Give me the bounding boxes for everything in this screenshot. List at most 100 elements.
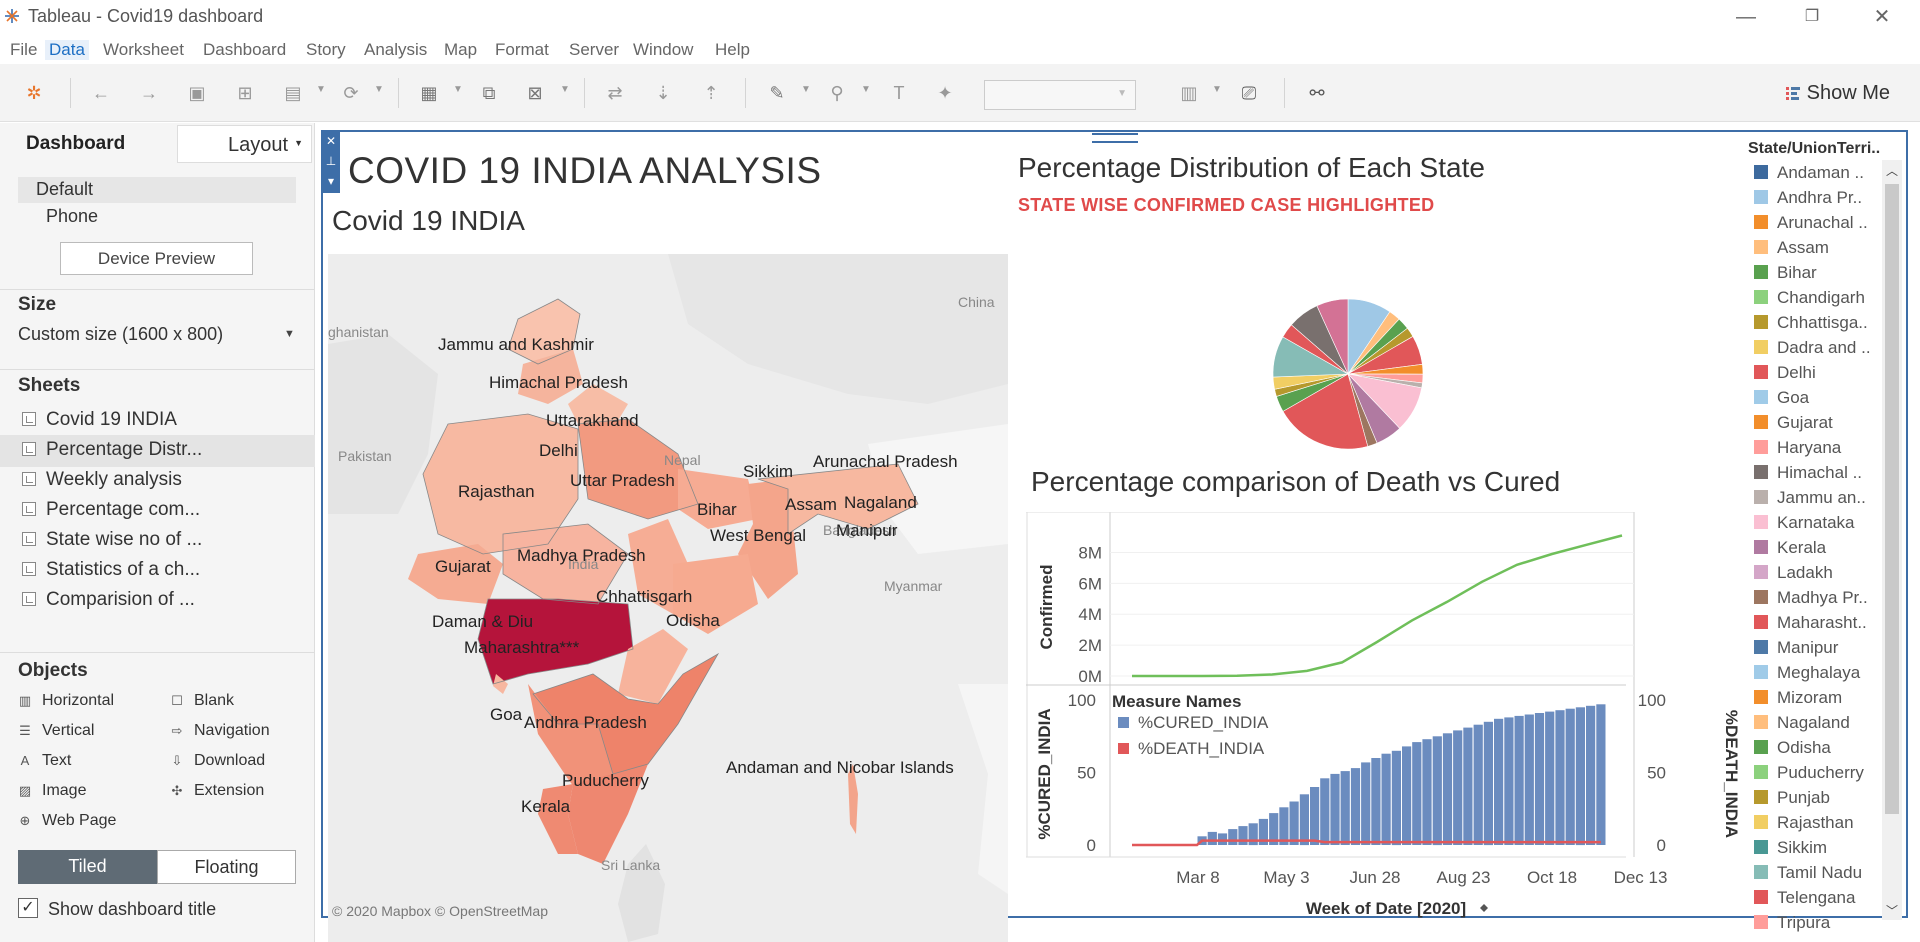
undo-icon[interactable]: ← (92, 83, 110, 103)
chevron-down-icon[interactable]: ▼ (374, 84, 384, 95)
device-preview-button[interactable]: Device Preview (60, 242, 253, 275)
chevron-down-icon[interactable]: ▼ (316, 84, 326, 95)
menu-story[interactable]: Story (306, 40, 346, 59)
legend-item[interactable]: Maharasht.. (1754, 613, 1867, 633)
menu-file[interactable]: File (10, 40, 38, 59)
sheet-item[interactable]: Percentage com... (22, 499, 200, 521)
object-extension[interactable]: ✣ Extension (171, 782, 265, 799)
new-datasource-icon[interactable]: ⊞ (237, 83, 253, 103)
menu-dashboard[interactable]: Dashboard (203, 40, 287, 59)
legend-item[interactable]: Puducherry (1754, 763, 1864, 783)
floating-button[interactable]: Floating (157, 850, 296, 884)
menu-worksheet[interactable]: Worksheet (103, 40, 184, 59)
menu-help[interactable]: Help (715, 40, 750, 59)
dashboard-grip[interactable] (1092, 133, 1138, 143)
chevron-down-icon[interactable]: ▼ (1212, 84, 1222, 95)
compare-chart[interactable]: 0M 2M 4M 6M 8M Confirmed 0 0 50 50 100 100 %CURED_IN… (1026, 512, 1738, 922)
india-map[interactable]: China Pakistan Nepal Bangladesh Myanmar … (328, 254, 1008, 942)
legend-item[interactable]: Haryana (1754, 438, 1841, 458)
legend-item[interactable]: Bihar (1754, 263, 1817, 283)
group-icon[interactable]: ⚲ (830, 83, 844, 103)
legend-item[interactable]: Odisha (1754, 738, 1831, 758)
legend-item[interactable]: Ladakh (1754, 563, 1833, 583)
legend-item[interactable]: Sikkim (1754, 838, 1827, 858)
tiled-button[interactable]: Tiled (18, 850, 157, 884)
chevron-down-icon[interactable]: ▼ (560, 84, 570, 95)
legend-item[interactable]: Madhya Pr.. (1754, 588, 1868, 608)
legend-item[interactable]: Kerala (1754, 538, 1826, 558)
object-navigation[interactable]: ⇨ Navigation (171, 722, 270, 739)
legend-item[interactable]: Arunachal .. (1754, 213, 1868, 233)
chevron-up-icon[interactable]: ︿ (1886, 164, 1899, 178)
legend-item[interactable]: Punjab (1754, 788, 1830, 808)
object-download[interactable]: ⇩ Download (171, 752, 266, 769)
sheet-item[interactable]: State wise no of ... (22, 529, 202, 551)
new-worksheet-icon[interactable]: ▦ (420, 83, 438, 103)
chevron-down-icon[interactable]: ﹀ (1886, 904, 1899, 918)
save-icon[interactable]: ▣ (188, 83, 206, 103)
chevron-down-icon[interactable]: ▼ (801, 84, 811, 95)
legend-item[interactable]: Andhra Pr.. (1754, 188, 1862, 208)
fit-select[interactable] (984, 80, 1136, 110)
device-phone[interactable]: Phone (46, 206, 99, 226)
sheet-item[interactable]: Comparision of ... (22, 589, 195, 611)
swap-icon[interactable]: ⇄ (607, 83, 623, 103)
sort-descending-icon[interactable]: ⇡ (703, 83, 719, 103)
chevron-down-icon[interactable]: ▼ (861, 84, 871, 95)
object-web-page[interactable]: ⊕ Web Page (19, 812, 117, 829)
legend-item[interactable]: Nagaland (1754, 713, 1850, 733)
tab-dashboard[interactable]: Dashboard (0, 123, 176, 163)
tableau-home-icon[interactable]: ✲ (26, 83, 42, 103)
minimize-icon[interactable]: — (1736, 6, 1756, 28)
sheet-item[interactable]: Percentage Distr... (22, 439, 202, 461)
object-text[interactable]: A Text (18, 752, 72, 770)
legend-item[interactable]: Himachal .. (1754, 463, 1862, 483)
legend-item[interactable]: Rajasthan (1754, 813, 1854, 833)
object-blank[interactable]: ☐ Blank (171, 692, 235, 709)
object-image[interactable]: ▨ Image (18, 782, 87, 799)
tab-layout[interactable]: Layout ▼ (177, 125, 312, 163)
legend-item[interactable]: Chhattisga.. (1754, 313, 1868, 333)
presentation-icon[interactable]: ⎚ (1241, 83, 1257, 103)
legend-item[interactable]: Andaman .. (1754, 163, 1864, 183)
legend-item[interactable]: Meghalaya (1754, 663, 1860, 683)
pin-icon[interactable]: ✦ (937, 83, 953, 103)
chevron-down-icon[interactable]: ▼ (284, 328, 295, 340)
labels-icon[interactable]: T (893, 83, 905, 103)
duplicate-icon[interactable]: ⧉ (482, 83, 496, 103)
menu-format[interactable]: Format (495, 40, 549, 59)
show-title-checkbox[interactable]: ✓ (18, 898, 38, 918)
sheet-item[interactable]: Covid 19 INDIA (22, 409, 177, 431)
legend-item[interactable]: Telengana (1754, 888, 1855, 908)
sheet-item[interactable]: Statistics of a ch... (22, 559, 200, 581)
legend-item[interactable]: Tamil Nadu (1754, 863, 1862, 883)
menu-map[interactable]: Map (444, 40, 478, 59)
sort-ascending-icon[interactable]: ⇣ (655, 83, 671, 103)
show-me-button[interactable]: Show Me (1785, 82, 1890, 105)
close-icon[interactable]: ✕ (1873, 6, 1891, 28)
restore-icon[interactable]: ❐ (1804, 8, 1820, 25)
menu-window[interactable]: Window (633, 40, 694, 59)
refresh-icon[interactable]: ⟳ (343, 83, 359, 103)
legend-item[interactable]: Goa (1754, 388, 1809, 408)
legend-item[interactable]: Delhi (1754, 363, 1816, 383)
pause-updates-icon[interactable]: ▤ (284, 83, 302, 103)
redo-icon[interactable]: → (140, 83, 158, 103)
legend-scrollbar[interactable]: ︿ ﹀ (1882, 160, 1902, 920)
show-cards-icon[interactable]: ▥ (1180, 83, 1198, 103)
object-vertical[interactable]: ☰ Vertical (19, 722, 95, 739)
pie-chart[interactable] (1268, 294, 1428, 454)
device-default[interactable]: Default (36, 179, 94, 199)
highlight-icon[interactable]: ✎ (769, 83, 785, 103)
legend-item[interactable]: Dadra and .. (1754, 338, 1871, 358)
legend-item[interactable]: Karnataka (1754, 513, 1855, 533)
legend-item[interactable]: Chandigarh (1754, 288, 1865, 308)
legend-item[interactable]: Tripura (1754, 913, 1830, 933)
legend-item[interactable]: Gujarat (1754, 413, 1833, 433)
share-icon[interactable]: ⚯ (1309, 83, 1325, 103)
object-horizontal[interactable]: ▥ Horizontal (18, 692, 115, 709)
clear-sheet-icon[interactable]: ⊠ (527, 83, 543, 103)
legend-item[interactable]: Assam (1754, 238, 1829, 258)
menu-analysis[interactable]: Analysis (364, 40, 428, 59)
legend-item[interactable]: Mizoram (1754, 688, 1842, 708)
